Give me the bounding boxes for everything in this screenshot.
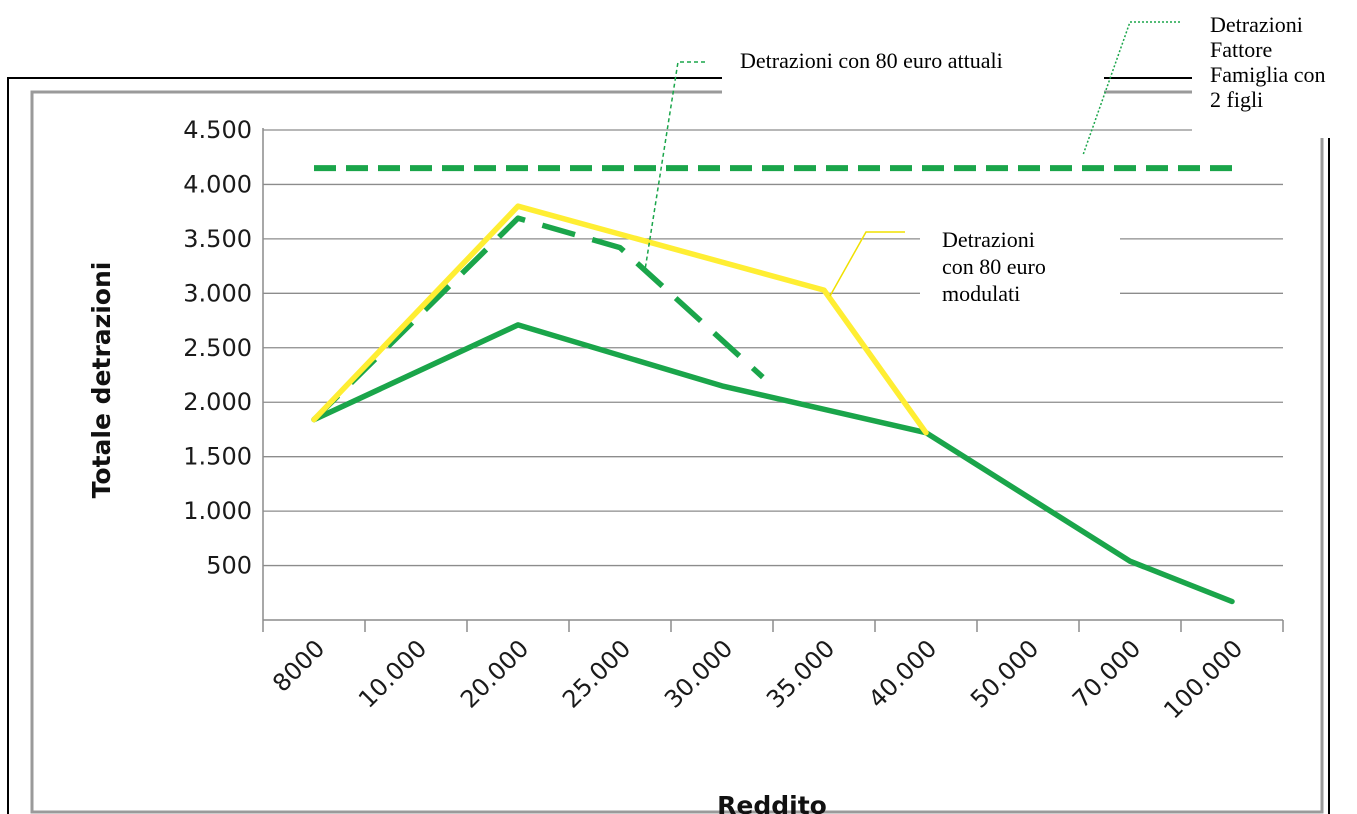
annotation-box-attuali — [722, 40, 1104, 98]
annotation-text-famiglia: Fattore — [1210, 37, 1272, 62]
y-tick-label: 2.000 — [183, 388, 252, 416]
series-line-detrazioni-con-80-euro-attuali — [312, 215, 765, 422]
annotation-leader-famiglia — [1082, 21, 1180, 156]
annotation-text-famiglia: Detrazioni — [1210, 12, 1303, 37]
plot-area-frame — [30, 90, 1324, 814]
chart-area-frame — [7, 77, 1330, 814]
annotation-leader-modulati — [829, 231, 905, 297]
y-tick-label: 500 — [206, 552, 252, 580]
y-tick-label: 3.500 — [183, 225, 252, 253]
series-line-detrazioni-con-80-euro-modulati — [311, 203, 929, 436]
x-tick-label: 25.000 — [557, 634, 636, 713]
x-tick-label: 35.000 — [761, 634, 840, 713]
series-lines — [311, 165, 1235, 605]
annotation-text-modulati: con 80 euro — [942, 254, 1046, 279]
y-tick-labels: 500 1.000 1.500 2.000 2.500 3.000 3.500 4.000 4.… — [183, 116, 252, 580]
x-axis-title: Reddito — [717, 791, 827, 814]
x-tick-label: 100.000 — [1158, 634, 1248, 724]
y-tick-label: 4.000 — [183, 170, 252, 198]
y-tick-label: 2.500 — [183, 334, 252, 362]
annotation-leader-attuali — [644, 61, 705, 271]
series-line-base — [311, 322, 1235, 605]
y-tick-label: 3.000 — [183, 279, 252, 307]
x-tick-label: 40.000 — [863, 634, 942, 713]
annotation-text-attuali: Detrazioni con 80 euro attuali — [740, 48, 1003, 73]
annotation-box-modulati — [920, 212, 1120, 332]
x-tick-label: 10.000 — [353, 634, 432, 713]
x-tick-label: 20.000 — [455, 634, 534, 713]
annotation-text-modulati: Detrazioni — [942, 227, 1035, 252]
x-tick-label: 50.000 — [965, 634, 1044, 713]
x-tick-labels: 8000 10.000 20.000 25.000 30.000 35.000 40.000… — [267, 634, 1248, 724]
y-axis-title: Totale detrazioni — [87, 262, 116, 499]
annotation-box-famiglia — [1192, 0, 1357, 138]
y-tick-label: 1.500 — [183, 443, 252, 471]
annotation-text-famiglia: Famiglia con — [1210, 62, 1325, 87]
y-tick-label: 1.000 — [183, 497, 252, 525]
y-tick-label: 4.500 — [183, 116, 252, 144]
gridlines — [263, 129, 1283, 567]
x-tick-label: 30.000 — [659, 634, 738, 713]
x-tick-label: 70.000 — [1067, 634, 1146, 713]
annotation-text-modulati: modulati — [942, 281, 1020, 306]
annotation-text-famiglia: 2 figli — [1210, 87, 1263, 112]
axes — [262, 128, 1284, 632]
annotations: Detrazioni con 80 euro attuali Detrazioni… — [644, 0, 1357, 332]
x-tick-label: 8000 — [267, 634, 330, 697]
